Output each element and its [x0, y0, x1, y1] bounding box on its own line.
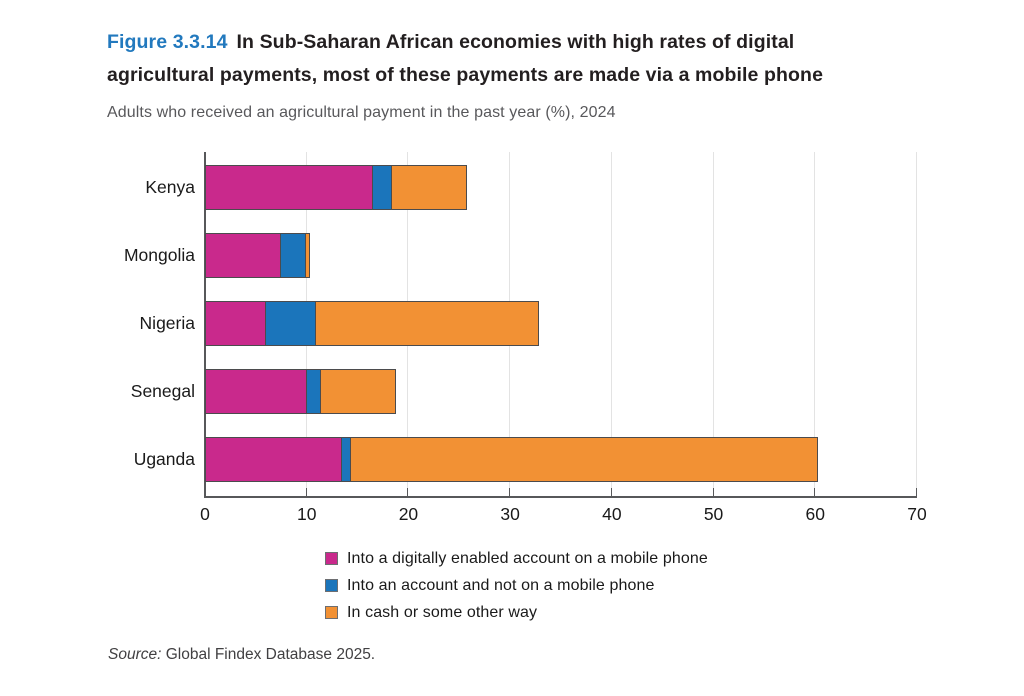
- bar-row: [205, 233, 310, 278]
- bar-segment: [265, 301, 316, 346]
- legend-label: Into a digitally enabled account on a mo…: [347, 549, 708, 567]
- axis-tick: [305, 488, 307, 497]
- x-tick-label: 0: [200, 504, 210, 524]
- bar-segment: [304, 233, 310, 278]
- bar-segment: [305, 369, 321, 414]
- x-tick-label: 70: [907, 504, 927, 524]
- figure-number: Figure 3.3.14: [107, 31, 228, 53]
- figure-title-line1: In Sub-Saharan African economies with hi…: [236, 31, 795, 53]
- axis-tick: [712, 488, 714, 497]
- legend-item: In cash or some other way: [325, 599, 708, 626]
- gridline: [916, 152, 917, 497]
- figure-title: Figure 3.3.14 In Sub-Saharan African econ…: [107, 26, 967, 92]
- legend: Into a digitally enabled account on a mo…: [325, 545, 708, 626]
- bar-segment: [205, 437, 343, 482]
- category-label: Senegal: [130, 381, 195, 401]
- bar-segment: [350, 437, 819, 482]
- x-tick-label: 40: [602, 504, 622, 524]
- category-label: Kenya: [145, 177, 195, 197]
- bar-segment: [205, 369, 307, 414]
- legend-swatch: [325, 552, 338, 565]
- gridline: [814, 152, 816, 497]
- bar-segment: [319, 369, 397, 414]
- plot-area: [204, 152, 917, 498]
- source-text: Global Findex Database 2025.: [161, 646, 376, 663]
- bar-segment: [205, 165, 373, 210]
- bar-segment: [371, 165, 393, 210]
- legend-label: In cash or some other way: [347, 603, 538, 621]
- x-tick-label: 20: [398, 504, 419, 524]
- legend-item: Into a digitally enabled account on a mo…: [325, 545, 708, 572]
- axis-tick: [509, 488, 511, 497]
- x-tick-label: 10: [296, 504, 317, 524]
- axis-tick: [814, 488, 816, 497]
- category-label: Nigeria: [139, 313, 195, 333]
- gridline: [712, 152, 714, 497]
- bar-segment: [391, 165, 468, 210]
- category-label: Uganda: [133, 449, 195, 469]
- axis-tick: [916, 488, 917, 497]
- bar-row: [205, 165, 468, 210]
- legend-swatch: [325, 579, 338, 592]
- category-labels: Kenya Mongolia Nigeria Senegal Uganda: [0, 152, 195, 497]
- category-label: Mongolia: [123, 245, 195, 265]
- axis-tick: [407, 488, 409, 497]
- bar-row: [205, 369, 397, 414]
- legend-item: Into an account and not on a mobile phon…: [325, 572, 708, 599]
- source-note: Source: Global Findex Database 2025.: [108, 646, 375, 664]
- figure-subtitle: Adults who received an agricultural paym…: [107, 104, 616, 121]
- axis-tick: [610, 488, 612, 497]
- x-axis-tick-labels: 0 10 20 30 40 50 60 70: [200, 504, 927, 528]
- legend-swatch: [325, 606, 338, 619]
- bar-row: [205, 301, 539, 346]
- x-tick-label: 50: [703, 504, 724, 524]
- x-tick-label: 30: [500, 504, 520, 524]
- bar-row: [205, 437, 819, 482]
- source-label: Source:: [108, 646, 162, 663]
- gridline: [610, 152, 612, 497]
- bar-segment: [280, 233, 306, 278]
- x-axis: [204, 496, 917, 498]
- bar-segment: [205, 301, 267, 346]
- legend-label: Into an account and not on a mobile phon…: [347, 576, 655, 594]
- bar-segment: [205, 233, 282, 278]
- figure-title-line2: agricultural payments, most of these pay…: [107, 64, 824, 86]
- bar-segment: [314, 301, 539, 346]
- x-tick-label: 60: [805, 504, 826, 524]
